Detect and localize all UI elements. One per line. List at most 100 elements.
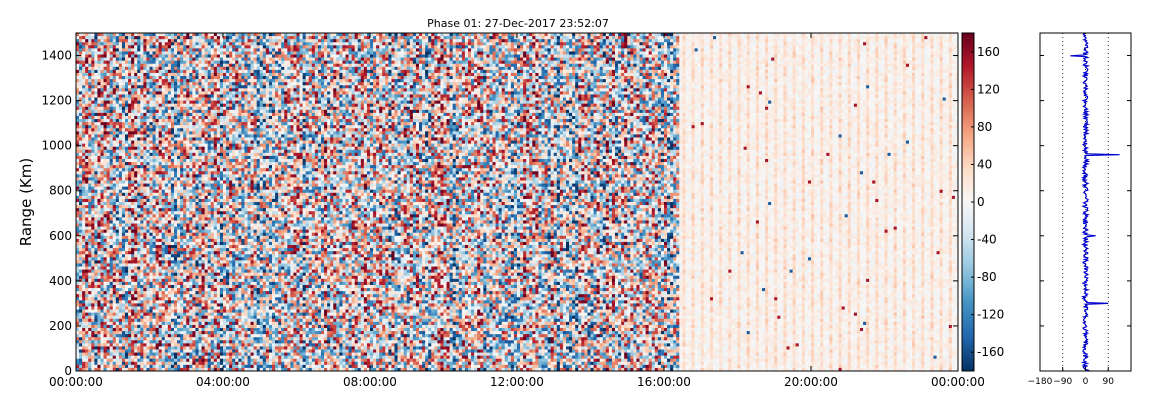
heatmap-cell [97, 137, 101, 141]
heatmap-cell [143, 162, 147, 166]
heatmap-cell [82, 152, 86, 157]
heatmap-cell [88, 97, 92, 101]
heatmap-cell [94, 321, 98, 326]
heatmap-cell [210, 79, 215, 83]
heatmap-cell [134, 48, 138, 52]
heatmap-cell [189, 48, 193, 52]
heatmap-cell [143, 355, 147, 360]
heatmap-cell [103, 100, 108, 105]
heatmap-cell [103, 63, 108, 68]
heatmap-cell [207, 174, 212, 178]
heatmap-cell [195, 125, 199, 129]
heatmap-cell [204, 165, 209, 169]
heatmap-cell [106, 180, 111, 184]
heatmap-cell [103, 106, 108, 111]
heatmap-cell [115, 54, 120, 58]
heatmap-cell [174, 241, 178, 246]
heatmap-cell [158, 72, 163, 77]
heatmap-cell [186, 248, 190, 252]
heatmap-cell [183, 281, 187, 286]
heatmap-cell [82, 297, 86, 301]
heatmap-cell [201, 318, 206, 323]
heatmap-cell [118, 312, 123, 317]
heatmap-cell [128, 337, 132, 341]
heatmap-cell [186, 337, 190, 341]
heatmap-cell [109, 54, 114, 58]
heatmap-cell [146, 180, 150, 184]
heatmap-cell [189, 82, 193, 86]
heatmap-cell [198, 152, 202, 157]
heatmap-cell [137, 220, 141, 224]
heatmap-cell [125, 269, 129, 274]
heatmap-cell [195, 192, 199, 197]
heatmap-cell [121, 327, 126, 332]
heatmap-cell [97, 140, 101, 145]
heatmap-cell [82, 60, 86, 65]
heatmap-cell [106, 168, 111, 172]
heatmap-cell [121, 33, 126, 37]
heatmap-cell [167, 245, 172, 249]
heatmap-cell [115, 171, 120, 175]
heatmap-cell [115, 355, 120, 360]
heatmap-cell [94, 122, 98, 126]
heatmap-cell [134, 103, 138, 108]
heatmap-cell [131, 229, 135, 234]
heatmap-cell [167, 321, 172, 326]
heatmap-cell [106, 162, 111, 166]
heatmap-cell [210, 324, 215, 329]
heatmap-cell [82, 69, 86, 74]
heatmap-cell [134, 331, 138, 335]
heatmap-cell [167, 51, 172, 55]
heatmap-cell [204, 100, 209, 105]
heatmap-cell [125, 94, 129, 98]
heatmap-cell [115, 266, 120, 270]
heatmap-cell [210, 165, 215, 169]
heatmap-cell [137, 106, 141, 111]
heatmap-cell [91, 186, 95, 191]
heatmap-cell [192, 321, 196, 326]
heatmap-cell [140, 155, 144, 160]
heatmap-cell [164, 235, 169, 240]
heatmap-cell [210, 208, 215, 212]
heatmap-cell [201, 103, 206, 108]
heatmap-cell [97, 195, 101, 200]
heatmap-cell [149, 66, 153, 71]
heatmap-cell [88, 238, 92, 243]
heatmap-cell [177, 269, 181, 274]
heatmap-cell [152, 192, 157, 197]
heatmap-cell [192, 294, 196, 298]
heatmap-cell [152, 128, 157, 132]
heatmap-cell [204, 63, 209, 68]
heatmap-cell [109, 254, 114, 258]
heatmap-cell [106, 269, 111, 274]
heatmap-cell [167, 33, 172, 37]
heatmap-cell [112, 254, 117, 258]
heatmap-cell [152, 72, 157, 77]
heatmap-cell [85, 146, 89, 151]
heatmap-cell [103, 361, 108, 366]
heatmap-cell [76, 327, 80, 332]
heatmap-cell [210, 254, 215, 258]
heatmap-cell [140, 192, 144, 197]
heatmap-cell [106, 312, 111, 317]
heatmap-cell [198, 232, 202, 237]
heatmap-cell [82, 192, 86, 197]
heatmap-cell [125, 211, 129, 215]
heatmap-cell [85, 211, 89, 215]
heatmap-cell [158, 303, 163, 307]
heatmap-cell [158, 202, 163, 206]
heatmap-cell [177, 60, 181, 65]
heatmap-cell [189, 229, 193, 234]
heatmap-cell [121, 303, 126, 307]
heatmap-cell [125, 97, 129, 101]
heatmap-cell [174, 355, 178, 360]
heatmap-cell [177, 306, 181, 310]
heatmap-cell [103, 220, 108, 224]
heatmap-cell [207, 291, 212, 295]
heatmap-cell [128, 238, 132, 243]
heatmap-cell [164, 248, 169, 252]
heatmap-cell [103, 241, 108, 246]
heatmap-cell [109, 208, 114, 212]
heatmap-cell [85, 263, 89, 267]
heatmap-cell [97, 266, 101, 270]
